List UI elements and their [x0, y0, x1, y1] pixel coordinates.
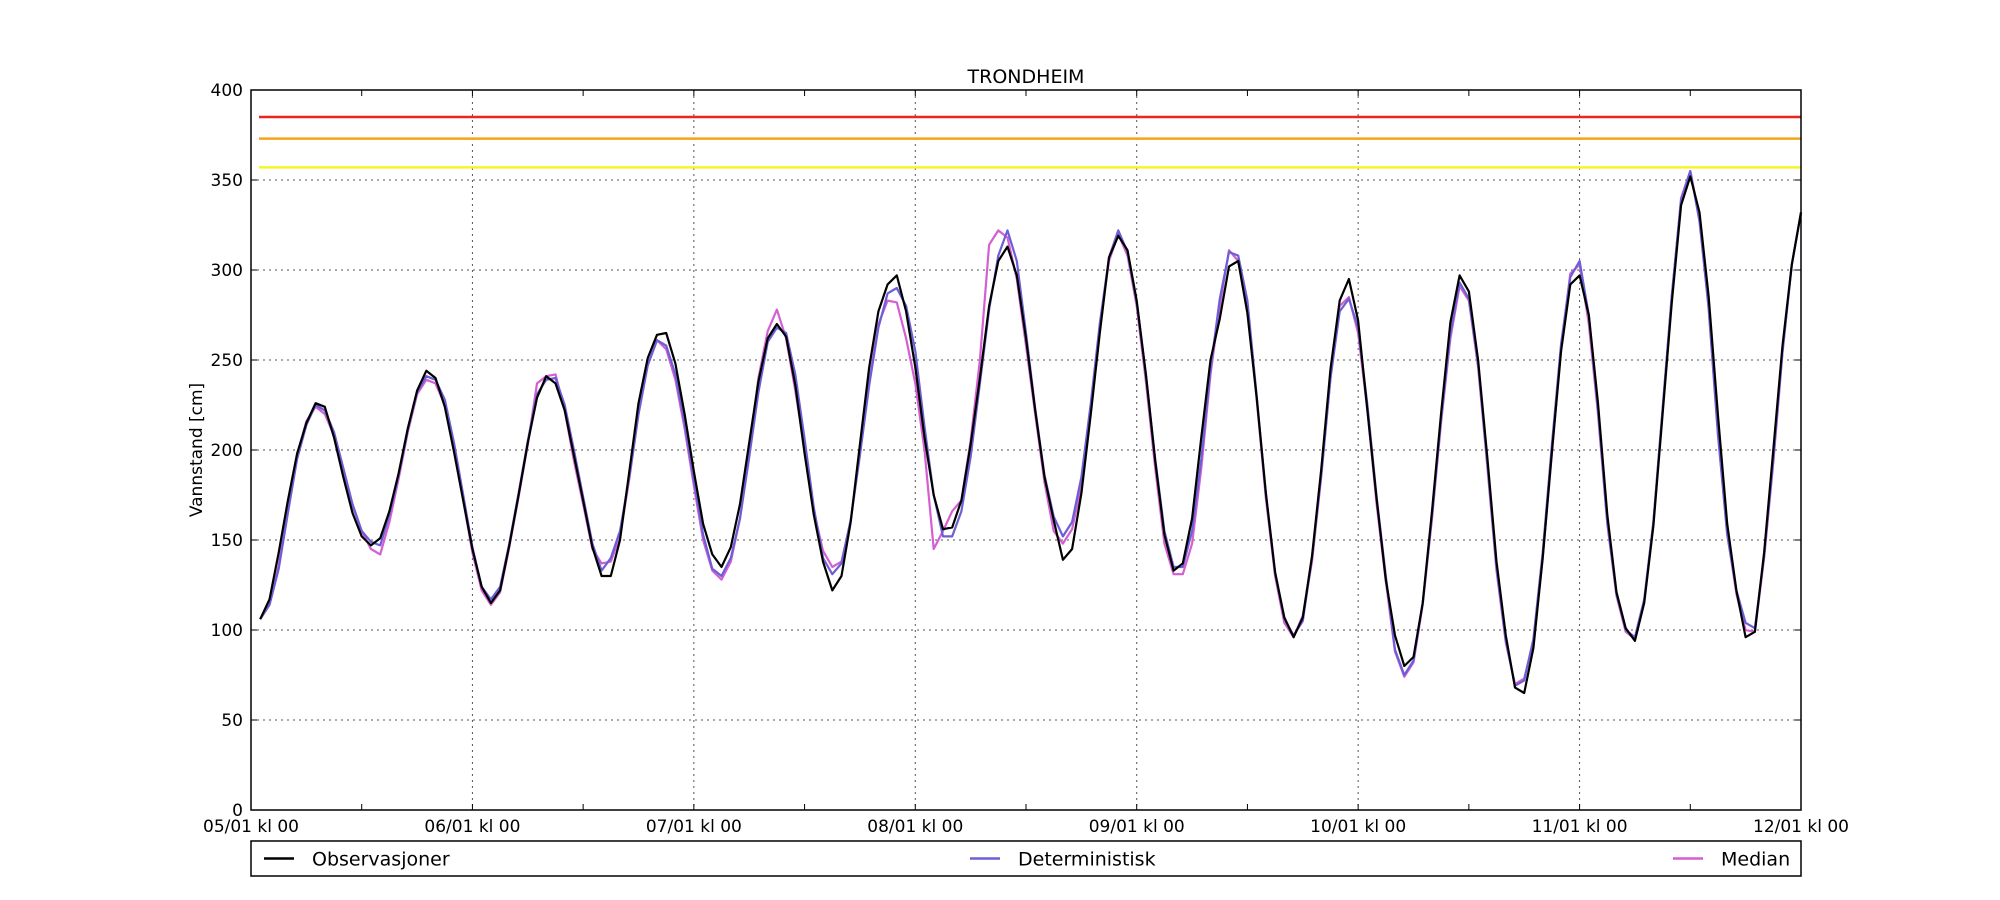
legend-frame	[250, 840, 1802, 877]
legend: Observasjoner Deterministisk Median	[250, 840, 1802, 877]
y-tick-label: 0	[232, 801, 243, 821]
threshold-lines	[259, 115, 1801, 169]
legend-label-observasjoner: Observasjoner	[312, 849, 450, 871]
y-tick-label: 150	[211, 531, 243, 551]
y-axis-label: Vannstand [cm]	[187, 383, 207, 517]
series-lines	[259, 169, 1803, 695]
x-tick-label: 09/01 kl 00	[1089, 817, 1185, 837]
x-tick-label: 07/01 kl 00	[646, 817, 742, 837]
x-tick-label: 08/01 kl 00	[867, 817, 963, 837]
x-tick-label: 12/01 kl 00	[1753, 817, 1849, 837]
y-tick-label: 200	[211, 441, 243, 461]
y-axis-ticks: 0 50 100 150 200 250 300 350 400	[211, 81, 1801, 821]
legend-label-median: Median	[1721, 849, 1790, 871]
y-tick-label: 350	[211, 171, 243, 191]
x-tick-label: 05/01 kl 00	[203, 817, 299, 837]
y-tick-label: 100	[211, 621, 243, 641]
legend-items: Observasjoner Deterministisk Median	[264, 849, 1790, 871]
x-tick-label: 06/01 kl 00	[424, 817, 520, 837]
chart-title: TRONDHEIM	[967, 66, 1085, 88]
x-axis-ticks: 05/01 kl 00 06/01 kl 00 07/01 kl 00 08/01 k…	[203, 90, 1849, 837]
x-tick-label: 10/01 kl 00	[1310, 817, 1406, 837]
series-line-median	[259, 169, 1803, 686]
y-tick-label: 400	[211, 81, 243, 101]
y-tick-label: 50	[221, 711, 243, 731]
grid-lines	[251, 90, 1801, 810]
series-line-deterministisk	[259, 169, 1803, 687]
x-tick-label: 11/01 kl 00	[1532, 817, 1628, 837]
y-tick-label: 250	[211, 351, 243, 371]
legend-label-deterministisk: Deterministisk	[1018, 849, 1156, 871]
series-line-observasjoner	[259, 175, 1803, 695]
y-tick-label: 300	[211, 261, 243, 281]
